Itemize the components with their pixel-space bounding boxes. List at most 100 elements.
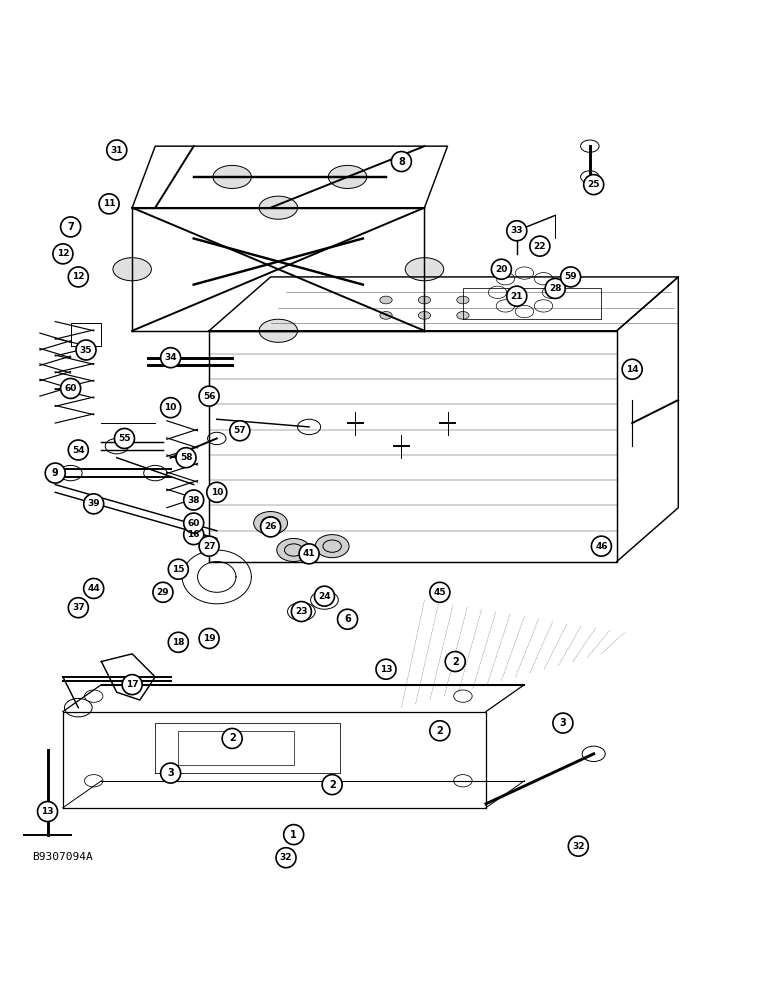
Ellipse shape xyxy=(380,296,392,304)
Circle shape xyxy=(492,259,511,279)
Text: 18: 18 xyxy=(172,638,185,647)
Text: 57: 57 xyxy=(234,426,246,435)
Ellipse shape xyxy=(254,512,287,535)
Text: 13: 13 xyxy=(41,807,54,816)
Text: 12: 12 xyxy=(72,272,85,281)
Circle shape xyxy=(199,628,219,648)
Circle shape xyxy=(376,659,396,679)
Circle shape xyxy=(283,825,303,845)
Circle shape xyxy=(337,609,357,629)
Circle shape xyxy=(99,194,119,214)
Circle shape xyxy=(391,152,411,172)
Circle shape xyxy=(114,428,134,448)
Text: 29: 29 xyxy=(157,588,169,597)
Circle shape xyxy=(506,221,527,241)
Ellipse shape xyxy=(328,165,367,188)
Text: 9: 9 xyxy=(52,468,59,478)
Circle shape xyxy=(68,267,88,287)
Circle shape xyxy=(76,340,96,360)
Text: 26: 26 xyxy=(264,522,277,531)
Circle shape xyxy=(46,463,66,483)
Circle shape xyxy=(545,278,565,298)
Ellipse shape xyxy=(277,538,310,562)
Circle shape xyxy=(207,482,227,502)
Circle shape xyxy=(83,494,103,514)
Ellipse shape xyxy=(315,535,349,558)
Text: 10: 10 xyxy=(164,403,177,412)
Circle shape xyxy=(622,359,642,379)
Circle shape xyxy=(584,175,604,195)
Text: 20: 20 xyxy=(495,265,507,274)
Text: 2: 2 xyxy=(436,726,443,736)
Text: 3: 3 xyxy=(168,768,174,778)
Circle shape xyxy=(199,386,219,406)
Circle shape xyxy=(68,598,88,618)
Text: 25: 25 xyxy=(587,180,600,189)
Circle shape xyxy=(161,398,181,418)
Circle shape xyxy=(184,525,204,545)
Circle shape xyxy=(61,217,80,237)
Circle shape xyxy=(222,728,242,748)
Text: 31: 31 xyxy=(110,146,123,155)
Text: 21: 21 xyxy=(510,292,523,301)
Circle shape xyxy=(568,836,588,856)
Ellipse shape xyxy=(105,438,128,454)
Text: 8: 8 xyxy=(398,157,405,167)
Text: 16: 16 xyxy=(188,530,200,539)
Ellipse shape xyxy=(65,698,92,717)
Text: 41: 41 xyxy=(303,549,316,558)
Text: 24: 24 xyxy=(318,592,330,601)
Ellipse shape xyxy=(405,258,444,281)
Ellipse shape xyxy=(59,465,82,481)
Text: 58: 58 xyxy=(180,453,192,462)
Text: 37: 37 xyxy=(72,603,85,612)
Text: 22: 22 xyxy=(533,242,546,251)
Circle shape xyxy=(560,267,581,287)
Circle shape xyxy=(68,440,88,460)
Circle shape xyxy=(553,713,573,733)
Text: 33: 33 xyxy=(510,226,523,235)
Circle shape xyxy=(199,536,219,556)
Ellipse shape xyxy=(380,312,392,319)
Circle shape xyxy=(314,586,334,606)
Text: 56: 56 xyxy=(203,392,215,401)
Text: 59: 59 xyxy=(564,272,577,281)
Text: 32: 32 xyxy=(572,842,584,851)
Text: 55: 55 xyxy=(118,434,130,443)
Circle shape xyxy=(445,652,466,672)
Text: 2: 2 xyxy=(329,780,336,790)
Circle shape xyxy=(261,517,280,537)
Ellipse shape xyxy=(213,165,252,188)
Circle shape xyxy=(161,348,181,368)
Circle shape xyxy=(38,802,58,822)
Circle shape xyxy=(230,421,250,441)
Ellipse shape xyxy=(418,312,431,319)
Text: B9307094A: B9307094A xyxy=(32,852,93,862)
Text: 60: 60 xyxy=(188,519,200,528)
Circle shape xyxy=(430,582,450,602)
Circle shape xyxy=(107,140,127,160)
Text: 15: 15 xyxy=(172,565,185,574)
Circle shape xyxy=(176,448,196,468)
Circle shape xyxy=(61,378,80,398)
Text: 28: 28 xyxy=(549,284,561,293)
Circle shape xyxy=(122,675,142,695)
Ellipse shape xyxy=(113,258,151,281)
Circle shape xyxy=(83,578,103,598)
Circle shape xyxy=(291,602,311,622)
Text: 19: 19 xyxy=(203,634,215,643)
Text: 34: 34 xyxy=(164,353,177,362)
Text: 11: 11 xyxy=(103,199,115,208)
Text: 17: 17 xyxy=(126,680,138,689)
Text: 10: 10 xyxy=(211,488,223,497)
Text: 35: 35 xyxy=(80,346,92,355)
Text: 2: 2 xyxy=(229,733,235,743)
Circle shape xyxy=(530,236,550,256)
Text: 13: 13 xyxy=(380,665,392,674)
Ellipse shape xyxy=(457,296,469,304)
Text: 23: 23 xyxy=(295,607,307,616)
Text: 6: 6 xyxy=(344,614,351,624)
Ellipse shape xyxy=(144,465,167,481)
Ellipse shape xyxy=(457,312,469,319)
Circle shape xyxy=(168,632,188,652)
